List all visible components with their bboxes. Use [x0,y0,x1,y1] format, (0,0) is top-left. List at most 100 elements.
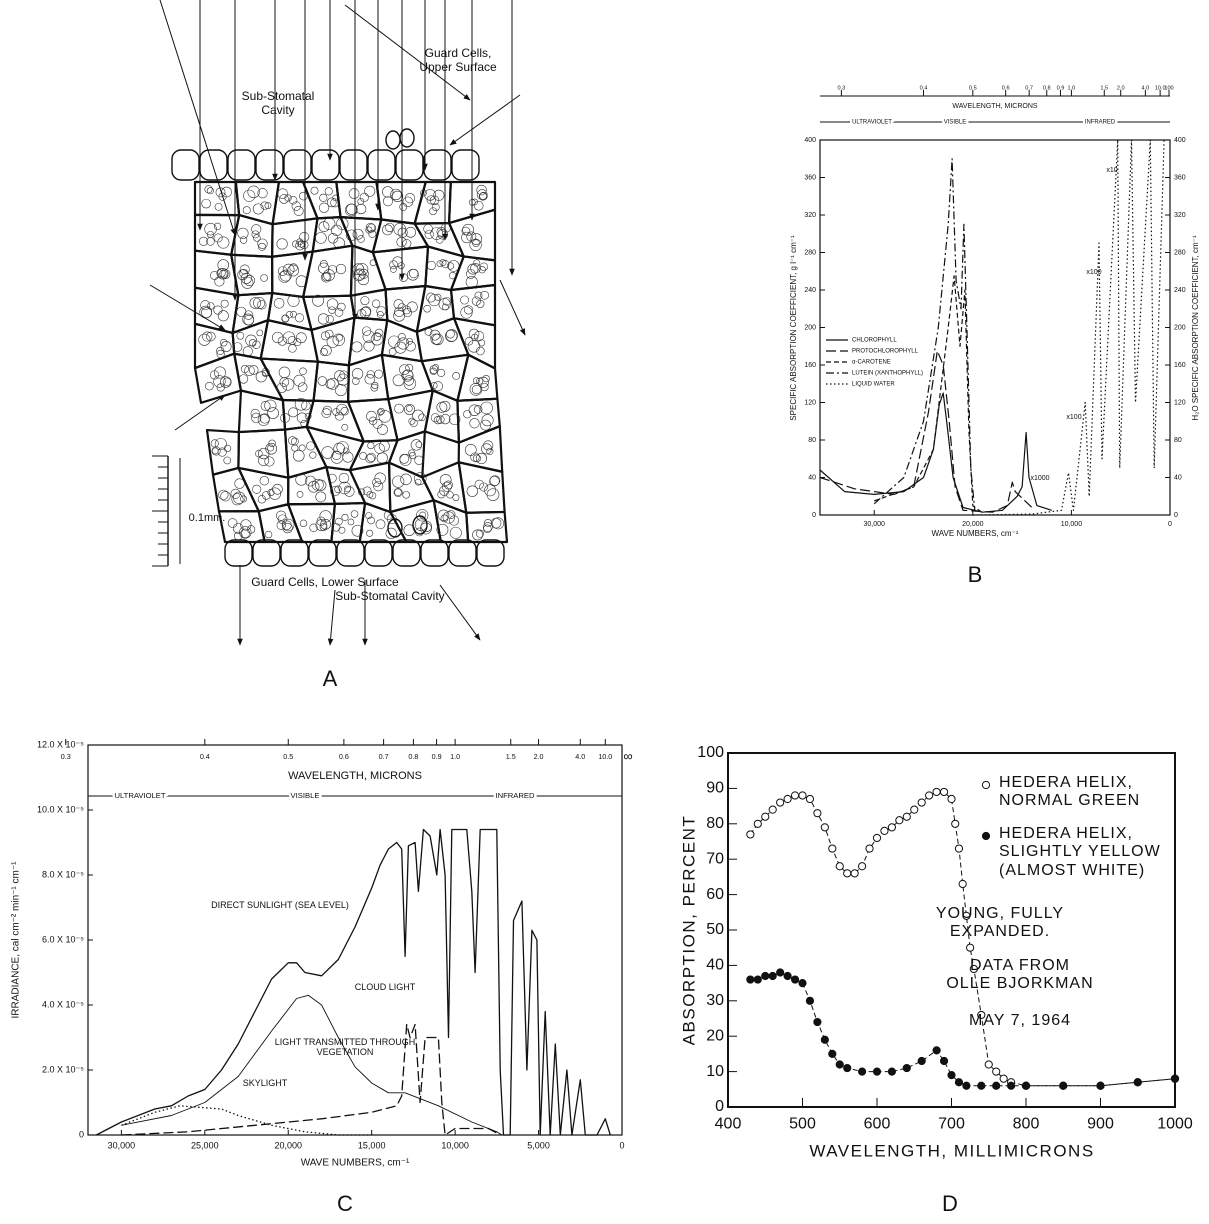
chloroplast [374,472,386,484]
chloroplast [337,302,346,312]
chloroplast [405,226,417,238]
y-tick-label: 8.0 X 10⁻⁵ [42,869,84,879]
chloroplast [374,369,384,379]
chloroplast [305,475,316,487]
data-point [939,1056,949,1066]
chloroplast [257,495,267,504]
legend-label: LIQUID WATER [852,382,895,388]
chloroplast [198,236,209,246]
chloroplast [359,192,369,202]
chloroplast [452,494,460,502]
x-tick-label: 0 [1168,521,1172,528]
chloroplast [460,295,469,305]
chloroplast [320,331,330,341]
chloroplast [402,305,411,315]
chloroplast [364,374,375,385]
chloroplast [255,449,263,458]
x-tick-label: 5,000 [527,1140,550,1150]
chloroplast [405,405,413,412]
data-point [798,791,807,800]
cell-wall [325,465,367,505]
data-point [1170,1074,1180,1083]
lower-epidermis-cell [364,539,393,567]
chloroplast [402,239,412,249]
chloroplast [436,260,444,268]
x2-tick-label: 0.5 [969,85,977,91]
chloroplast [258,447,270,460]
x2-tick-label: 0.6 [1002,85,1010,91]
chloroplast [320,518,331,530]
data-point [835,862,844,871]
chloroplast [237,269,249,281]
chloroplast [445,329,458,343]
chloroplast [472,239,480,247]
y-tick-label: 10.0 X 10⁻⁵ [37,804,84,814]
x2-tick-label: 0.9 [1057,85,1065,91]
data-point [910,805,919,814]
legend-marker [981,780,991,790]
chloroplast [370,383,379,392]
chloroplast [301,400,311,411]
chloroplast [482,522,493,532]
chloroplast [312,294,324,307]
chloroplast [293,374,306,387]
chloroplast [258,454,270,466]
data-point [966,943,975,952]
chloroplast [342,447,350,455]
chloroplast [251,224,262,235]
chloroplast [323,217,336,230]
x-tick-label: 25,000 [191,1140,219,1150]
data-point [753,819,762,828]
chloroplast [382,186,394,198]
data-point [880,826,889,835]
y2-tick-label: 400 [1174,137,1186,144]
chloroplast [492,517,504,530]
chloroplast [239,236,248,244]
chloroplast [238,374,249,384]
cell-wall [465,510,509,544]
chloroplast [399,273,408,282]
chloroplast [378,440,390,452]
data-point [865,844,874,853]
chloroplast [473,377,480,384]
data-point [917,1056,926,1066]
chloroplast [429,329,441,341]
y-tick-label: 6.0 X 10⁻⁵ [42,934,84,944]
chloroplast [446,510,456,519]
annotation: MAY 7, 1964 [968,1012,1072,1029]
chloroplast [237,227,249,239]
curve-label: CLOUD LIGHT [354,982,416,992]
chloroplast [489,475,500,487]
x2-tick-label: 4.0 [575,752,585,761]
chloroplast [483,440,494,451]
chloroplast [288,407,299,418]
chloroplast [480,401,493,415]
data-point [992,1081,1001,1090]
chloroplast [217,236,230,249]
data-point [947,1071,956,1080]
y-tick-label: 0 [715,1098,724,1115]
data-point [820,1035,829,1044]
x2-tick-label: 10.0 [598,752,612,761]
chloroplast [436,401,448,413]
chloroplast [315,232,327,244]
chloroplast [376,408,384,416]
chloroplast [272,483,283,495]
chloroplast [276,238,288,250]
chloroplast [219,269,228,279]
chloroplast [440,413,451,425]
chloroplast [319,348,328,356]
chloroplast [242,206,251,215]
chloroplast [471,384,482,395]
chloroplast [398,332,406,341]
upper-epidermis-cell [283,149,312,181]
chloroplast [414,478,422,486]
chloroplast [344,485,351,493]
chloroplast [374,328,384,338]
data-point [958,879,967,889]
data-point [932,787,941,797]
data-point [813,809,822,818]
chloroplast [240,272,252,284]
chloroplast [202,331,213,342]
